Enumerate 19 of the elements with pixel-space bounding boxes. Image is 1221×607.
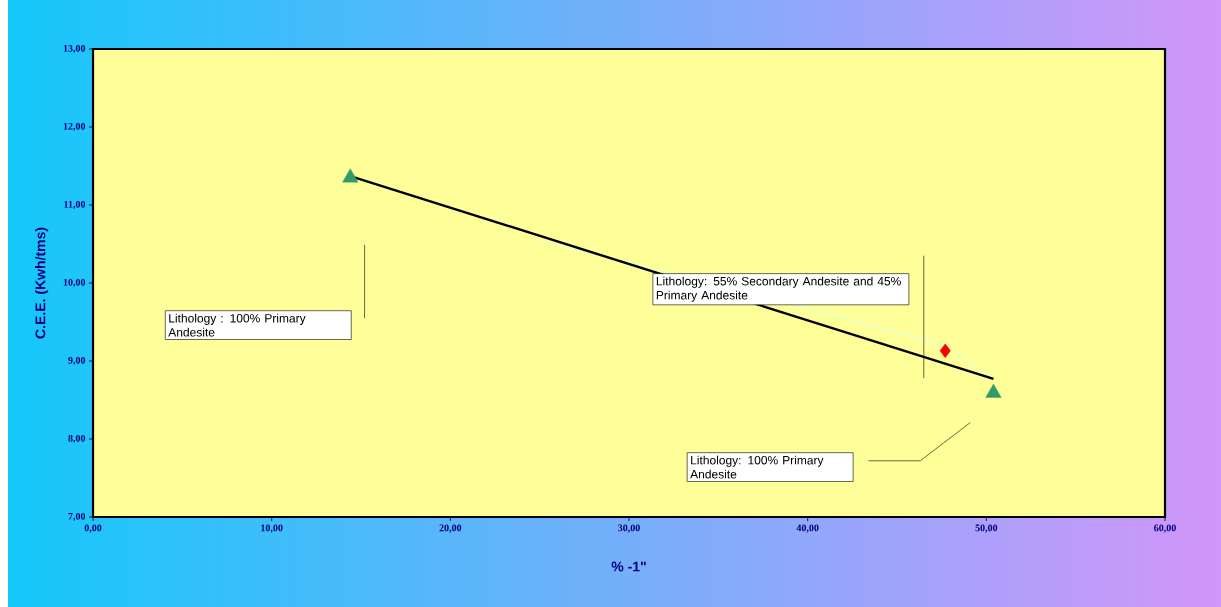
x-tick-label: 10,00 (261, 524, 283, 533)
y-tick-label: 10,00 (63, 278, 86, 288)
x-axis-title: % -1" (611, 561, 646, 572)
y-tick-label: 13,00 (63, 44, 86, 54)
x-tick-label: 30,00 (618, 524, 640, 533)
x-tick-label: 0,00 (84, 524, 102, 533)
y-axis-title: C.E.E. (Kwh/tms) (35, 227, 49, 339)
x-tick-label: 60,00 (1154, 524, 1176, 533)
x-tick-label: 20,00 (439, 524, 462, 533)
y-tick-label: 8,00 (68, 434, 86, 444)
y-tick-label: 11,00 (64, 200, 86, 210)
y-tick-label: 7,00 (68, 512, 86, 522)
y-tick-label: 12,00 (63, 122, 86, 132)
annotation: Lithology: 55% Secondary Andesite and 45% Primary Andesite (656, 276, 901, 302)
annotation: Lithology: 100% Primary Andesite (690, 455, 824, 479)
annotation: Lithology : 100% Primary Andesite (168, 313, 306, 337)
x-tick-label: 50,00 (975, 524, 998, 533)
x-tick-label: 40,00 (796, 524, 819, 533)
y-tick-label: 9,00 (68, 356, 86, 366)
